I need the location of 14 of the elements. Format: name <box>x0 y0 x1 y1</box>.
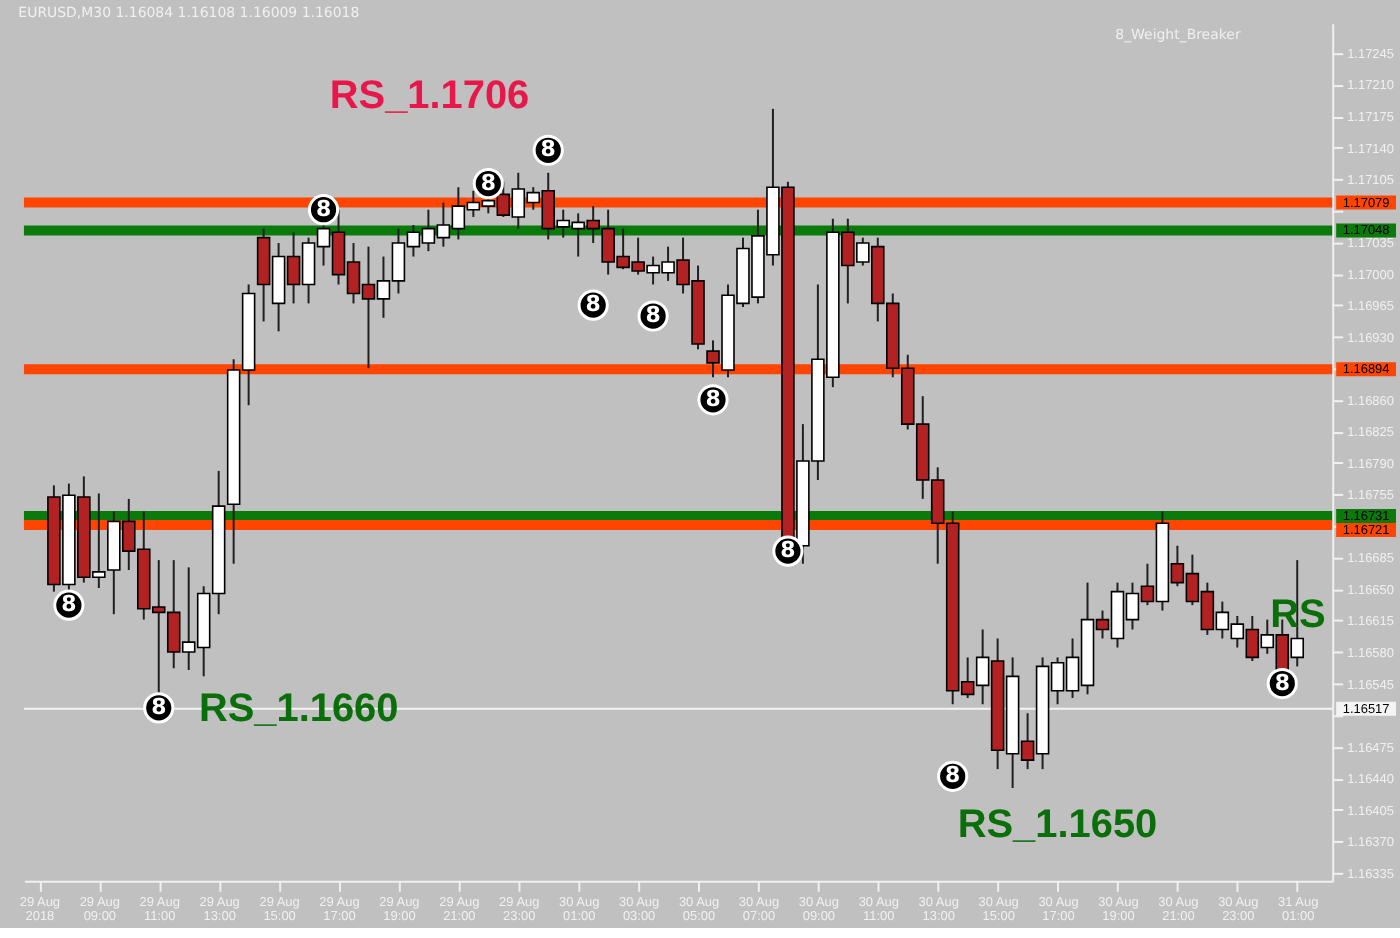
annotation: 8 <box>151 693 167 720</box>
annotation: 8 <box>780 537 796 564</box>
annotation: 8 <box>945 762 961 789</box>
annotation: RS_1.1660 <box>198 687 399 732</box>
annotation: RS_1.1650 <box>957 803 1158 848</box>
annotation: 8 <box>585 291 601 318</box>
annotation: 8 <box>61 591 77 618</box>
annotation: 8 <box>1274 669 1290 696</box>
annotation: 8 <box>645 302 661 328</box>
annotation: 8 <box>540 136 556 163</box>
annotation: 8 <box>705 385 721 412</box>
annotation: 8 <box>480 169 496 196</box>
annotation: RS_1.1706 <box>329 74 530 119</box>
annotation: 8 <box>315 195 332 222</box>
